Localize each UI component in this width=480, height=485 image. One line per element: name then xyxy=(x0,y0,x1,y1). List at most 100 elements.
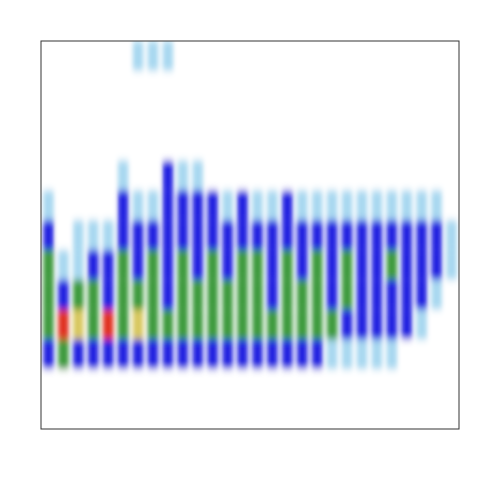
heat-cell xyxy=(207,220,218,250)
heat-cell xyxy=(132,279,144,310)
heat-cell xyxy=(326,100,338,131)
heat-cell xyxy=(147,160,159,191)
heat-cell xyxy=(431,279,442,310)
heat-cell xyxy=(132,339,144,370)
heat-cell xyxy=(282,339,293,370)
heat-cell xyxy=(341,100,353,131)
heat-cell xyxy=(147,249,159,280)
heat-cell xyxy=(147,130,159,161)
heat-cell xyxy=(147,339,159,370)
heat-cell xyxy=(102,130,114,161)
heat-cell xyxy=(132,130,144,161)
heat-cell xyxy=(326,309,338,340)
heat-cell xyxy=(371,190,383,221)
heat-cell xyxy=(431,130,442,161)
heat-cell xyxy=(162,279,174,310)
heat-cell xyxy=(326,249,338,280)
heat-cell xyxy=(371,279,383,310)
heat-cell xyxy=(326,369,338,400)
heat-cell xyxy=(58,369,69,400)
heat-cell xyxy=(132,369,144,400)
heat-cell xyxy=(297,130,308,161)
heat-cell xyxy=(252,160,263,191)
heat-cell xyxy=(88,249,99,280)
heat-cell xyxy=(88,160,99,191)
heat-cell xyxy=(326,160,338,191)
heat-cell xyxy=(177,369,189,400)
heat-cell xyxy=(311,399,323,429)
heat-cell xyxy=(192,160,203,191)
heat-cell xyxy=(341,369,353,400)
heat-cell xyxy=(341,249,353,280)
heat-cell xyxy=(132,41,144,71)
heat-cell xyxy=(88,399,99,429)
heat-cell xyxy=(356,130,368,161)
heat-cell xyxy=(267,339,278,370)
heat-cell xyxy=(341,220,353,250)
heat-cell xyxy=(386,369,398,400)
heat-cell xyxy=(431,100,442,131)
heat-cell xyxy=(401,100,412,131)
heat-cell xyxy=(177,220,189,250)
heat-cell xyxy=(192,399,203,429)
heat-cell xyxy=(431,369,442,400)
heat-cell xyxy=(252,190,263,221)
heat-cell xyxy=(58,220,69,250)
heat-cell xyxy=(371,130,383,161)
heat-cell xyxy=(371,220,383,250)
heat-cell xyxy=(446,220,457,250)
heat-cell xyxy=(177,279,189,310)
heat-cell xyxy=(192,309,203,340)
heat-cell xyxy=(177,130,189,161)
heat-cell xyxy=(222,130,233,161)
heat-cell xyxy=(73,160,84,191)
heat-cell xyxy=(73,279,84,310)
heat-cell xyxy=(311,70,323,101)
heat-cell xyxy=(43,70,54,101)
heat-cell xyxy=(431,70,442,101)
heat-cell xyxy=(222,399,233,429)
heat-cell xyxy=(192,100,203,131)
heat-cell xyxy=(207,100,218,131)
heat-cell xyxy=(401,41,412,71)
heat-cell xyxy=(356,369,368,400)
heat-cell xyxy=(252,41,263,71)
heat-cell xyxy=(162,130,174,161)
heat-cell xyxy=(162,369,174,400)
heat-cell xyxy=(282,220,293,250)
heat-cell xyxy=(356,160,368,191)
heat-cell xyxy=(297,190,308,221)
heat-cell xyxy=(326,130,338,161)
heat-cell xyxy=(446,130,457,161)
heat-cell xyxy=(326,220,338,250)
heat-cell xyxy=(341,130,353,161)
heat-cell xyxy=(147,309,159,340)
heat-cell xyxy=(177,190,189,221)
heat-cell xyxy=(297,220,308,250)
heat-cell xyxy=(401,249,412,280)
heat-cell xyxy=(147,279,159,310)
heat-cell xyxy=(341,190,353,221)
heat-cell xyxy=(132,220,144,250)
heat-cell xyxy=(401,160,412,191)
heat-cell xyxy=(282,190,293,221)
heat-cell xyxy=(311,41,323,71)
heat-cell xyxy=(431,309,442,340)
heat-cell xyxy=(252,309,263,340)
heat-cell xyxy=(297,399,308,429)
heat-cell xyxy=(73,41,84,71)
heat-cell xyxy=(356,70,368,101)
heat-cell xyxy=(192,369,203,400)
heat-cell xyxy=(297,70,308,101)
heat-cell xyxy=(267,220,278,250)
heat-cell xyxy=(102,100,114,131)
heat-cell xyxy=(416,190,427,221)
heat-cell xyxy=(401,399,412,429)
heat-cell xyxy=(58,70,69,101)
heat-cell xyxy=(192,279,203,310)
heat-cell xyxy=(237,70,248,101)
heat-cell xyxy=(267,190,278,221)
heat-cell xyxy=(237,249,248,280)
heat-cell xyxy=(386,339,398,370)
